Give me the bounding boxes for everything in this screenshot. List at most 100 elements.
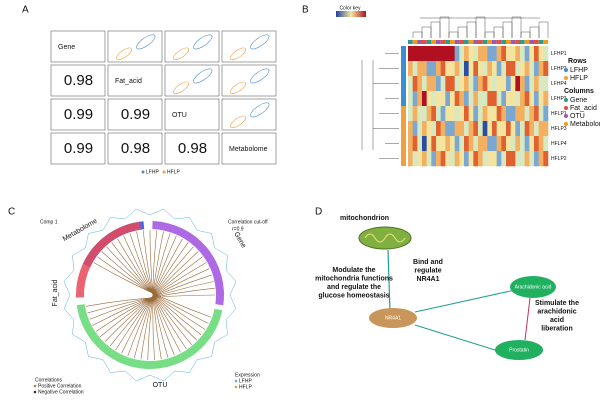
scatter-orange — [230, 81, 247, 95]
heat-cell — [487, 46, 493, 62]
label: Negative Correlation — [38, 389, 84, 395]
edge — [414, 289, 516, 313]
heat-cell — [487, 76, 493, 92]
legend-dot — [564, 76, 568, 80]
heat-cell — [482, 136, 488, 152]
heat-cell — [417, 76, 423, 92]
heat-cell — [496, 76, 502, 92]
heat-cell — [473, 121, 479, 137]
heat-cell — [515, 151, 521, 167]
heat-cell — [459, 121, 465, 137]
heat-cell — [515, 46, 521, 62]
heat-cell — [412, 106, 418, 122]
col-bar — [440, 40, 446, 44]
label: 0.98 — [178, 140, 207, 157]
heat-cell — [436, 46, 441, 62]
heat-cell — [538, 61, 544, 77]
heat-cell — [473, 46, 479, 62]
heat-cell — [436, 61, 441, 77]
label: HFLP — [239, 384, 252, 390]
heat-cell — [534, 46, 539, 62]
legend-dot — [564, 68, 568, 72]
label: Bind and — [413, 259, 443, 266]
cell — [164, 64, 220, 97]
heat-cell — [445, 61, 451, 77]
label: Fat_acid — [52, 279, 59, 306]
label: LFHP2 — [551, 66, 567, 72]
heat-cell — [501, 61, 507, 77]
label: regulate — [414, 267, 441, 274]
heat-cell — [454, 106, 460, 122]
heat-cell — [534, 136, 539, 152]
heat-cell — [501, 91, 507, 107]
heat-cell — [506, 46, 511, 62]
heat-cell — [496, 46, 502, 62]
heat-cell — [440, 106, 446, 122]
heat-cell — [408, 106, 413, 122]
heat-cell — [482, 151, 488, 167]
heat-cell — [445, 91, 451, 107]
scatter-orange — [116, 47, 133, 61]
heat-cell — [459, 136, 465, 152]
panel-b: B Color key LFHP1 LFHP2 LFHP4 LFHP3 HFLP1 HFLP3… — [302, 5, 600, 167]
heat-cell — [408, 46, 413, 62]
heat-cell — [473, 106, 479, 122]
legend-dot — [234, 379, 238, 383]
col-bar — [459, 40, 464, 44]
label: arachidonic — [537, 308, 576, 315]
heat-cell — [482, 106, 488, 122]
label: D — [315, 207, 322, 218]
node — [495, 340, 543, 360]
label: HFLP4 — [551, 141, 567, 147]
node — [369, 308, 417, 328]
col-bar — [482, 40, 488, 44]
heat-cell — [450, 121, 455, 137]
col-bar — [473, 40, 478, 44]
heat-cell — [506, 76, 511, 92]
heat-cell — [408, 61, 413, 77]
label: 0.99 — [121, 106, 150, 123]
edge — [414, 324, 496, 351]
heat-cell — [478, 106, 483, 122]
label: Metabolome — [570, 121, 600, 128]
heat-cell — [468, 106, 474, 122]
heat-cell — [440, 61, 446, 77]
heat-cell — [417, 121, 423, 137]
heat-cell — [459, 106, 465, 122]
expression-line — [63, 208, 237, 382]
label: acid — [550, 317, 564, 324]
heat-cell — [473, 91, 479, 107]
heat-cell — [515, 61, 521, 77]
label: Metabolome — [229, 146, 268, 153]
col-bar — [464, 40, 469, 44]
heat-cell — [487, 151, 493, 167]
heat-cell — [538, 76, 544, 92]
heat-cell — [445, 106, 451, 122]
heat-cell — [501, 121, 507, 137]
heat-cell — [520, 76, 525, 92]
heat-cell — [464, 151, 469, 167]
heat-cell — [501, 136, 507, 152]
col-bar — [510, 40, 516, 44]
heat-cell — [417, 61, 423, 77]
cell — [221, 64, 277, 97]
heat-cell — [543, 136, 549, 152]
heat-cell — [426, 76, 432, 92]
heat-cell — [496, 61, 502, 77]
scatter-orange — [173, 81, 190, 95]
label: LFHP — [570, 67, 588, 74]
heat-cell — [426, 91, 432, 107]
legend-dot — [234, 385, 238, 389]
cell — [164, 30, 220, 63]
heat-cell — [426, 121, 432, 137]
heat-cell — [431, 121, 437, 137]
heat-cell — [520, 61, 525, 77]
heat-cell — [492, 136, 497, 152]
heat-cell — [492, 76, 497, 92]
col-bar — [431, 40, 436, 44]
heat-cell — [468, 91, 474, 107]
heat-cell — [468, 46, 474, 62]
heat-cell — [543, 76, 549, 92]
heat-cell — [436, 76, 441, 92]
label: HFLP1 — [551, 111, 567, 117]
